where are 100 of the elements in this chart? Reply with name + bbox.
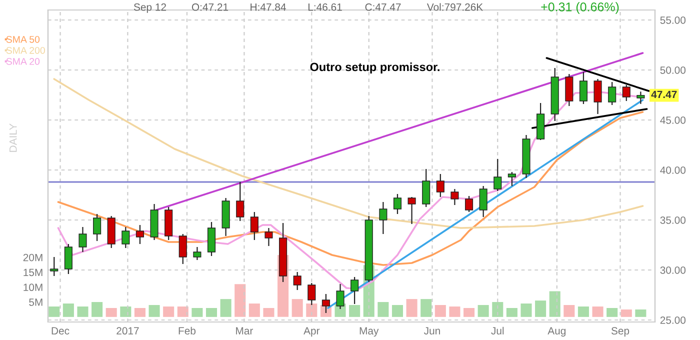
y-tick-label: 25.00	[660, 316, 686, 324]
candlestick	[565, 73, 574, 107]
candlestick	[579, 71, 588, 105]
candlestick	[622, 84, 630, 102]
x-tick-label: Feb	[178, 326, 196, 335]
bar	[77, 306, 88, 317]
bar	[464, 308, 475, 317]
y-tick-label: 40.00	[660, 166, 686, 174]
bar	[106, 308, 117, 317]
annotation: 47.47	[651, 90, 677, 98]
x-tick-label: Sep	[611, 327, 630, 337]
bar	[177, 306, 188, 317]
y2-tick-label: 15M	[24, 268, 42, 276]
candlestick	[594, 78, 602, 115]
candlestick	[93, 213, 102, 242]
bar	[392, 305, 404, 317]
candlestick	[193, 246, 202, 261]
candlestick	[264, 227, 273, 247]
candlestick	[250, 211, 258, 241]
bar	[635, 309, 646, 317]
annotation: Outro setup promissor.	[310, 62, 440, 74]
x-tick-label: Jun	[424, 327, 440, 335]
candlestick	[479, 185, 488, 218]
x-tick-label: 2017	[116, 327, 139, 335]
bar	[192, 308, 203, 317]
annotation: O:47.21	[192, 3, 228, 11]
y2-tick-label: 10M	[24, 284, 42, 292]
bar	[535, 300, 546, 317]
bar	[248, 304, 260, 317]
y-tick-label: 45.00	[660, 116, 686, 124]
y-tick-label: 35.00	[660, 216, 686, 224]
x-tick-label: Dec	[52, 327, 70, 335]
candlestick	[494, 158, 502, 192]
candlestick	[136, 224, 144, 245]
x-tick-label: May	[360, 327, 379, 337]
bar	[578, 306, 589, 317]
x-tick-label: Jul	[491, 326, 504, 335]
bar	[306, 304, 318, 317]
bar	[62, 304, 74, 317]
bar	[592, 306, 604, 317]
candlestick	[436, 173, 444, 198]
candlestick	[78, 226, 87, 253]
bar	[48, 306, 60, 317]
candlestick	[508, 171, 516, 187]
candlestick	[422, 168, 430, 208]
annotation: L:46.61	[308, 3, 342, 11]
annotation: C:47.47	[365, 3, 401, 11]
legend-label: SMA 20	[6, 58, 40, 65]
bar	[378, 302, 389, 317]
bar	[506, 308, 518, 317]
candlestick	[293, 271, 302, 291]
y-tick-label: 55.00	[660, 16, 686, 24]
line-series	[57, 111, 644, 266]
candlestick	[207, 221, 216, 257]
bar	[420, 299, 432, 317]
bar	[520, 304, 532, 317]
y-tick-label: 30.00	[660, 266, 686, 274]
annotation: Vol:797.26K	[426, 3, 483, 11]
bar	[92, 302, 103, 317]
legend-label: SMA 50	[6, 36, 40, 43]
candlestick	[122, 226, 130, 249]
bar	[492, 302, 504, 317]
bar	[120, 306, 132, 317]
bar	[449, 306, 460, 317]
bar	[148, 305, 160, 317]
candlestick	[350, 276, 359, 305]
y-tick-label: 50.00	[660, 66, 686, 74]
bar	[349, 305, 360, 317]
bar	[620, 309, 632, 317]
y2-tick-label: 5M	[29, 298, 42, 306]
legend-label: SMA 200	[6, 46, 45, 54]
bar	[163, 306, 174, 317]
bar	[134, 308, 146, 317]
annotation: H:47.84	[250, 3, 286, 11]
x-tick-label: Mar	[236, 327, 253, 335]
candlestick	[636, 91, 645, 104]
candlestick	[608, 81, 616, 106]
bar	[206, 308, 218, 317]
bar	[606, 308, 618, 317]
bar	[263, 308, 274, 317]
annotation: Sep 12	[134, 3, 166, 13]
candlestick	[236, 181, 244, 222]
candlestick	[450, 188, 459, 206]
x-tick-label: Aug	[548, 327, 566, 337]
line-series	[53, 78, 644, 229]
bar	[564, 305, 575, 317]
candlestick	[393, 193, 402, 215]
bar	[234, 284, 246, 317]
candlestick	[379, 201, 388, 235]
candlestick	[64, 243, 72, 275]
candlestick	[178, 233, 187, 265]
bar	[434, 305, 446, 317]
bar	[549, 291, 560, 317]
candlestick	[408, 196, 416, 225]
y2-tick-label: 20M	[23, 254, 42, 262]
bar	[406, 299, 418, 317]
annotation: +0.31 (0.66%)	[541, 2, 619, 14]
x-tick-label: Apr	[304, 327, 320, 337]
bar	[292, 299, 303, 317]
bar	[220, 299, 232, 317]
